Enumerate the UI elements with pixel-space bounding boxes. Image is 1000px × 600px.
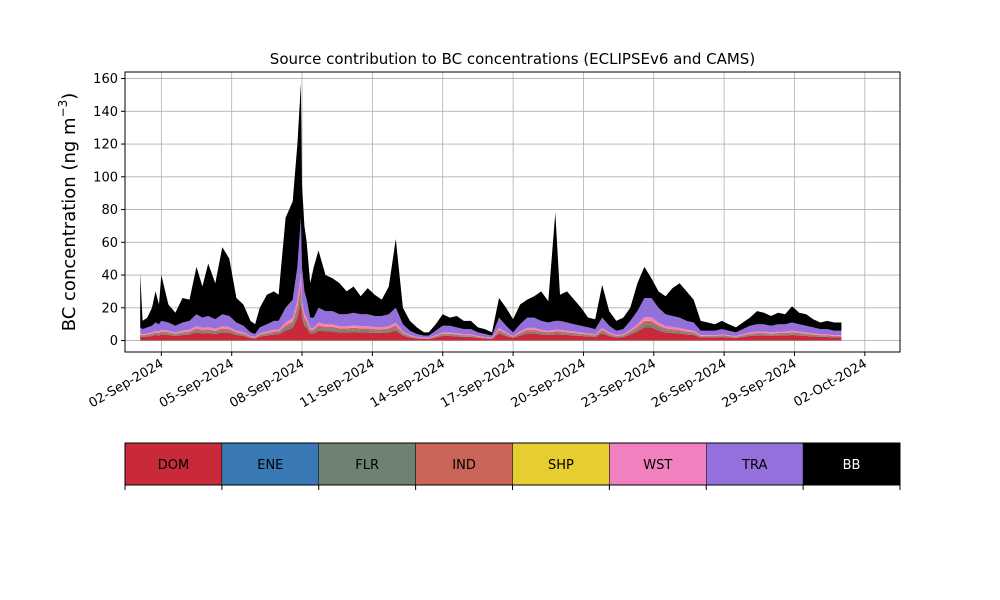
x-tick-label: 11-Sep-2024 (298, 356, 378, 411)
axis-ticks: 0 20 40 60 80 100 120 140 160 02-Sep-202405-Sep-2… (87, 72, 870, 411)
y-tick-label: 140 (93, 105, 118, 120)
y-tick-label: 160 (93, 72, 118, 87)
legend-label: BB (843, 458, 861, 473)
legend-swatch-ene (221, 442, 319, 486)
x-tick-label: 08-Sep-2024 (227, 356, 307, 411)
x-tick-label: 05-Sep-2024 (157, 356, 237, 411)
grid (125, 72, 900, 352)
y-tick-label: 80 (101, 203, 118, 218)
x-tick-label: 29-Sep-2024 (720, 356, 800, 411)
legend-label: ENE (257, 458, 283, 473)
area-tra (140, 217, 842, 338)
chart-title: Source contribution to BC concentrations… (270, 50, 755, 68)
legend-label: FLR (355, 458, 379, 473)
plot-frame (124, 71, 901, 353)
y-tick-label: 60 (101, 236, 118, 251)
x-tick-label: 17-Sep-2024 (438, 356, 518, 411)
legend-label: DOM (158, 458, 189, 473)
y-tick-label: 100 (93, 170, 118, 185)
y-tick-label: 0 (110, 334, 118, 349)
y-tick-label: 40 (101, 269, 118, 284)
x-tick-label: 02-Oct-2024 (791, 356, 869, 410)
legend-swatch-shp (512, 442, 610, 486)
legend-label: TRA (741, 458, 767, 473)
y-tick-label: 120 (93, 138, 118, 153)
y-axis-label: BC concentration (ng m−3) (56, 93, 80, 332)
legend-swatch-flr (318, 442, 416, 486)
area-dom (140, 302, 842, 341)
source-legend: DOM ENE FLR IND SHP WST TRA BB (124, 442, 901, 490)
legend-swatch-tra (706, 442, 804, 486)
legend-label: WST (643, 458, 672, 473)
legend-label: IND (452, 458, 476, 473)
legend-label: SHP (548, 458, 574, 473)
x-tick-label: 20-Sep-2024 (509, 356, 589, 411)
x-tick-label: 26-Sep-2024 (649, 356, 729, 411)
area-bb (140, 83, 842, 336)
x-tick-label: 14-Sep-2024 (368, 356, 448, 411)
x-tick-label: 02-Sep-2024 (87, 356, 167, 411)
y-tick-label: 20 (101, 301, 118, 316)
x-tick-label: 23-Sep-2024 (579, 356, 659, 411)
area-series (140, 83, 842, 341)
